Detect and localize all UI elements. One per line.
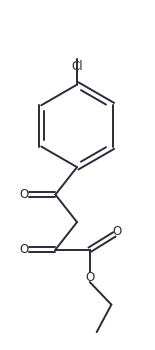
Text: Cl: Cl <box>71 61 83 74</box>
Text: O: O <box>19 243 29 256</box>
Text: O: O <box>85 271 94 284</box>
Text: O: O <box>113 225 122 238</box>
Text: O: O <box>19 188 29 201</box>
